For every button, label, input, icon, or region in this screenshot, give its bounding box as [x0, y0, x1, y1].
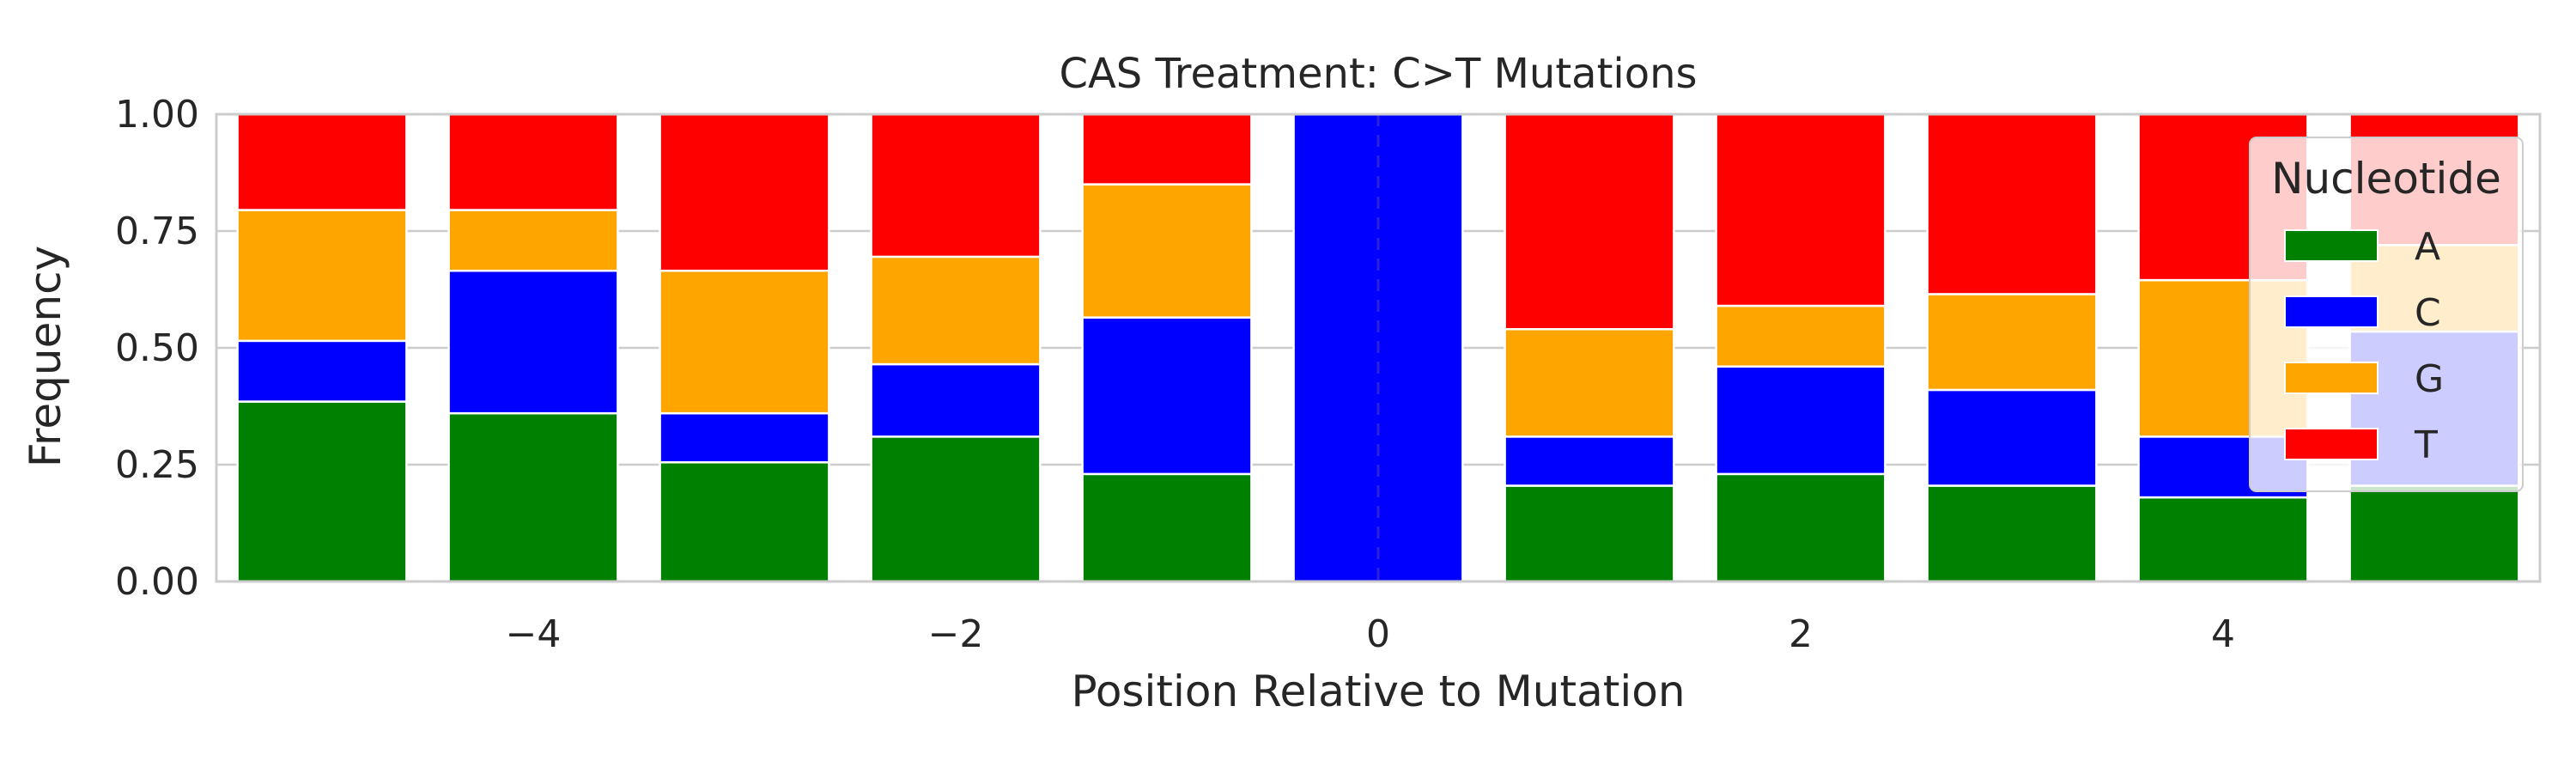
bar-G-pos-1 — [1504, 327, 1675, 438]
bar-A-pos-4 — [2137, 496, 2309, 583]
axes — [215, 113, 2542, 583]
bar-A-pos-1 — [1504, 484, 1675, 583]
legend-frame — [2249, 137, 2524, 492]
bar-C-pos--2 — [870, 362, 1042, 438]
bar-A-pos-5 — [2348, 484, 2520, 583]
legend-label-G: G — [2415, 357, 2444, 401]
x-tick-label: 0 — [1366, 612, 1390, 656]
bar-G-pos--5 — [236, 209, 408, 343]
x-tick-label: 2 — [1789, 612, 1813, 656]
bar-C-pos-3 — [1926, 388, 2098, 487]
x-tick-label: −2 — [928, 612, 984, 656]
bar-A-pos--5 — [236, 400, 408, 583]
bar-C-pos-2 — [1715, 365, 1886, 476]
bar-G-pos-2 — [1715, 304, 1886, 368]
legend-swatch-A — [2284, 229, 2379, 262]
bar-G-pos-3 — [1926, 293, 2098, 392]
bar-T-pos--5 — [236, 113, 408, 211]
bar-C-pos--5 — [236, 339, 408, 403]
bar-T-pos--3 — [659, 113, 830, 272]
y-tick-label: 1.00 — [115, 93, 199, 137]
bar-A-pos-2 — [1715, 472, 1886, 583]
bar-T-pos-3 — [1926, 113, 2098, 295]
tick-labels: −4 −2 0 2 4 0.00 0.25 0.50 0.75 1.00 — [115, 93, 2235, 656]
bar-G-pos--1 — [1081, 183, 1253, 319]
legend-swatch-C — [2284, 295, 2379, 328]
bar-G-pos--2 — [870, 255, 1042, 366]
bar-A-pos-3 — [1926, 484, 2098, 583]
y-axis-label: Frequency — [21, 246, 70, 467]
axes-frame — [215, 113, 2542, 583]
bar-G-pos--3 — [659, 269, 830, 415]
legend-label-T: T — [2414, 423, 2438, 467]
bar-T-pos--2 — [870, 113, 1042, 259]
x-tick-label: −4 — [506, 612, 562, 656]
bar-T-pos-2 — [1715, 113, 1886, 307]
y-tick-label: 0.25 — [115, 443, 199, 487]
bar-T-pos--4 — [447, 113, 619, 211]
bar-A-pos--4 — [447, 411, 619, 583]
legend-swatch-T — [2284, 428, 2379, 460]
bar-A-pos--1 — [1081, 472, 1253, 583]
legend-swatch-G — [2284, 362, 2379, 394]
x-axis-label: Position Relative to Mutation — [1071, 666, 1685, 716]
y-tick-label: 0.75 — [115, 210, 199, 253]
bar-C-pos--4 — [447, 269, 619, 415]
y-tick-label: 0.50 — [115, 326, 199, 370]
chart-title: CAS Treatment: C>T Mutations — [1059, 50, 1697, 98]
bar-C-pos-1 — [1504, 435, 1675, 487]
bar-A-pos--3 — [659, 461, 830, 583]
legend-title: Nucleotide — [2271, 154, 2501, 204]
bar-A-pos--2 — [870, 435, 1042, 583]
bar-C-pos--3 — [659, 411, 830, 464]
bar-T-pos--1 — [1081, 113, 1253, 186]
bar-C-pos--1 — [1081, 316, 1253, 476]
bar-T-pos-1 — [1504, 113, 1675, 331]
x-tick-label: 4 — [2211, 612, 2235, 656]
legend-label-C: C — [2415, 291, 2441, 335]
bar-G-pos--4 — [447, 209, 619, 272]
legend-label-A: A — [2415, 225, 2440, 269]
y-tick-label: 0.00 — [115, 560, 199, 604]
